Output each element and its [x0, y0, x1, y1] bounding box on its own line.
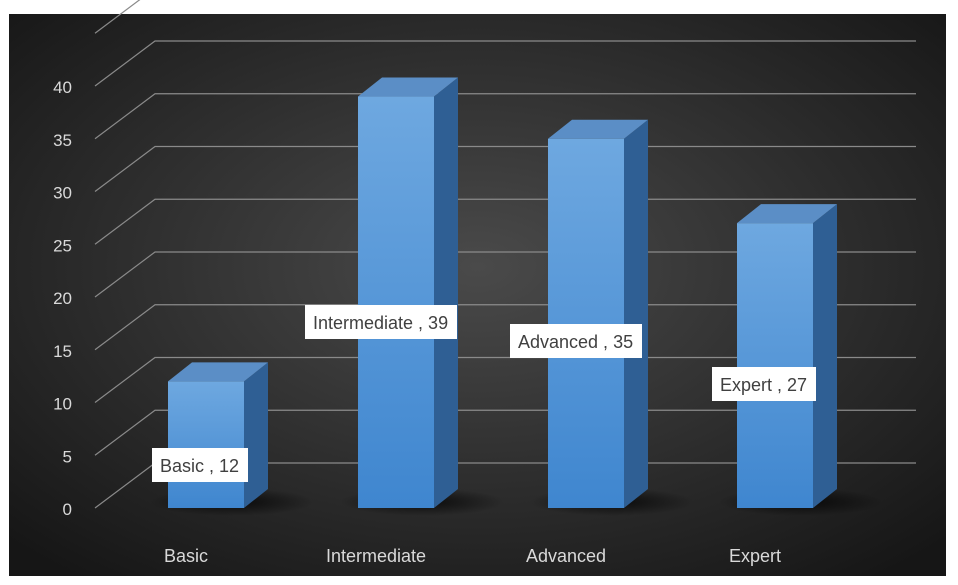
bar-top — [737, 204, 837, 224]
y-tick-label: 10 — [53, 395, 72, 414]
data-label: Advanced , 35 — [510, 324, 642, 358]
data-label-text: Expert , 27 — [720, 375, 807, 395]
y-tick-label: 20 — [53, 289, 72, 308]
x-tick-label: Advanced — [526, 546, 606, 566]
data-label-box — [305, 305, 457, 339]
y-axis-ticks: 0 5 10 15 20 25 30 35 40 — [53, 78, 72, 519]
gridline — [94, 40, 916, 87]
x-tick-label: Intermediate — [326, 546, 426, 566]
data-label: Intermediate , 39 — [305, 305, 457, 339]
bar — [358, 96, 434, 509]
y-tick-label: 15 — [53, 342, 72, 361]
gridline — [94, 304, 916, 351]
bar-top — [358, 77, 458, 97]
gridline — [94, 198, 916, 245]
bar-top — [548, 119, 648, 139]
gridline — [94, 145, 916, 192]
data-label-box — [510, 324, 642, 358]
bar — [737, 223, 813, 508]
bar — [168, 381, 244, 508]
y-tick-label: 25 — [53, 236, 72, 255]
data-label-box — [712, 367, 816, 401]
y-tick-label: 30 — [53, 184, 72, 203]
data-label: Basic , 12 — [152, 448, 248, 482]
data-label-box — [152, 448, 248, 482]
bar-side — [244, 362, 268, 508]
gridline — [94, 0, 141, 34]
gridline — [94, 356, 916, 403]
bar-side — [434, 77, 458, 509]
data-label: Expert , 27 — [712, 367, 816, 401]
bar — [548, 138, 624, 508]
x-axis-categories: Basic Intermediate Advanced Expert — [164, 546, 781, 566]
data-labels: Basic , 12 Intermediate , 39 Advanced , 35… — [152, 305, 816, 482]
gridline — [94, 251, 916, 298]
data-label-text: Intermediate , 39 — [313, 313, 448, 333]
data-label-text: Advanced , 35 — [518, 332, 633, 352]
x-tick-label: Basic — [164, 546, 208, 566]
x-tick-label: Expert — [729, 546, 781, 566]
y-tick-label: 40 — [53, 78, 72, 97]
gridline — [94, 409, 916, 456]
y-tick-label: 0 — [63, 500, 72, 519]
data-label-text: Basic , 12 — [160, 456, 239, 476]
bar-side — [813, 204, 837, 508]
y-tick-label: 35 — [53, 131, 72, 150]
bars — [150, 77, 883, 516]
gridlines — [94, 0, 916, 509]
bar-top — [168, 362, 268, 382]
bar-side — [624, 119, 648, 508]
gridline — [94, 93, 916, 140]
y-tick-label: 5 — [63, 447, 72, 466]
